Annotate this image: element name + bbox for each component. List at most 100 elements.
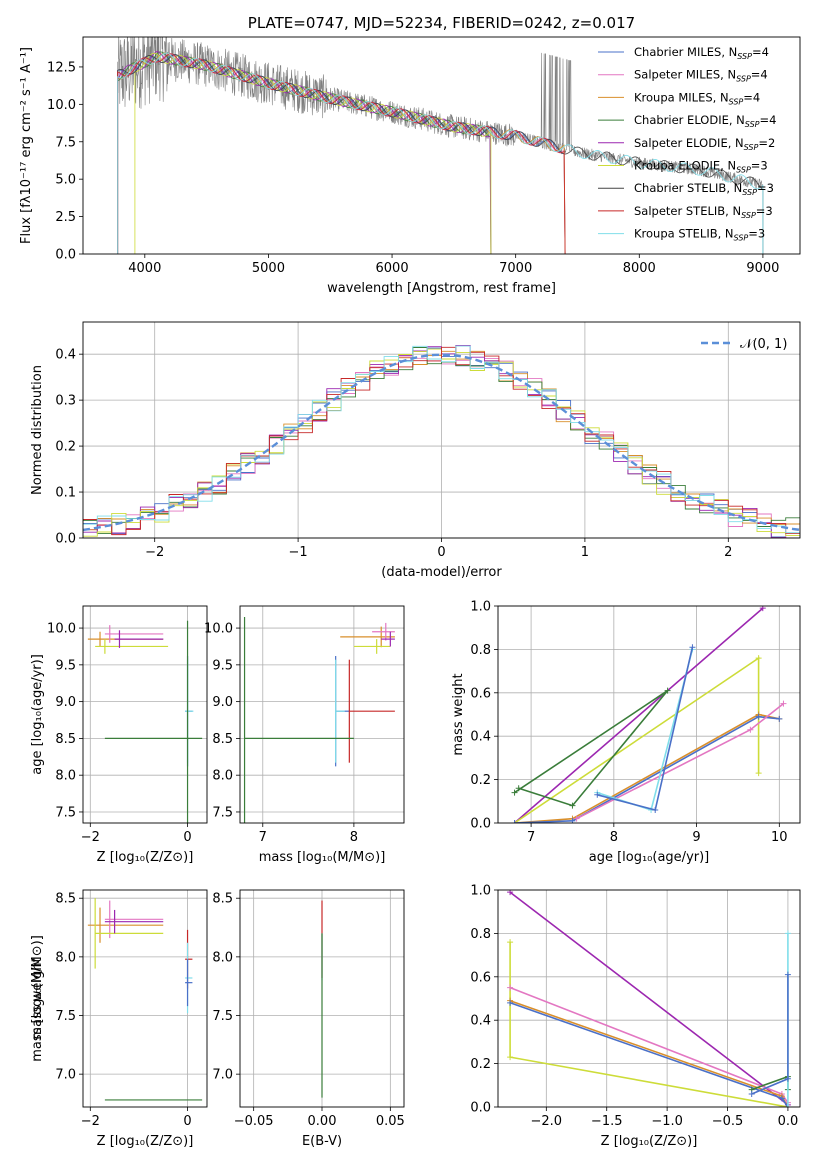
y-tick-label: 8.5 bbox=[212, 732, 233, 747]
x-tick-label: 7 bbox=[259, 830, 267, 845]
x-axis-label: wavelength [Angstrom, rest frame] bbox=[327, 281, 556, 296]
mass-age-plot-area bbox=[243, 617, 395, 823]
x-tick-label: 8 bbox=[350, 830, 358, 845]
x-tick-label: 9 bbox=[692, 830, 700, 845]
legend-entry: Kroupa ELODIE, NSSP=3 bbox=[634, 159, 768, 175]
weight-marker bbox=[515, 785, 522, 792]
weight-line bbox=[751, 1075, 789, 1091]
y-tick-label: 0.3 bbox=[55, 394, 76, 409]
weight-marker bbox=[594, 791, 601, 798]
y-tick-label: 0.0 bbox=[470, 817, 491, 832]
legend-entry: Kroupa MILES, NSSP=4 bbox=[634, 90, 760, 106]
axes-frame bbox=[239, 889, 405, 1108]
residuals-plot-area bbox=[83, 344, 800, 538]
model-spectrum-line bbox=[117, 54, 764, 254]
y-tick-label: 0.0 bbox=[470, 1101, 491, 1116]
weight-line bbox=[751, 974, 789, 1095]
weight-marker bbox=[748, 1090, 755, 1097]
legend-entry: 𝒩(0, 1) bbox=[740, 337, 787, 352]
x-tick-label: −0.5 bbox=[712, 1114, 744, 1129]
x-tick-label: −1.0 bbox=[651, 1114, 683, 1129]
weight-marker bbox=[689, 644, 696, 651]
y-tick-label: 2.5 bbox=[55, 210, 76, 225]
y-tick-label: 0.1 bbox=[55, 486, 76, 501]
y-axis-label: Normed distribution bbox=[30, 365, 45, 495]
z-age-plot-area bbox=[87, 620, 203, 823]
y-axis-label: Flux [fλ10⁻¹⁷ erg cm⁻² s⁻¹ A⁻¹] bbox=[19, 47, 34, 244]
x-tick-label: 6000 bbox=[376, 261, 409, 276]
weight-marker bbox=[507, 984, 514, 991]
weight-line bbox=[509, 1002, 789, 1107]
model-spectrum-line bbox=[117, 53, 566, 254]
x-axis-label: (data-model)/error bbox=[381, 565, 502, 580]
y-tick-label: 12.5 bbox=[47, 60, 76, 75]
weight-line bbox=[597, 649, 694, 812]
y-tick-label: 1.0 bbox=[470, 600, 491, 615]
x-tick-label: 0.05 bbox=[376, 1114, 405, 1129]
y-tick-label: 10.0 bbox=[204, 622, 233, 637]
y-tick-label: 0.4 bbox=[470, 1014, 491, 1029]
axes-frame bbox=[497, 889, 801, 1108]
y-axis-label: mass [log₁₀(M/M⊙)] bbox=[30, 935, 45, 1062]
legend-entry: Kroupa STELIB, NSSP=3 bbox=[634, 227, 765, 243]
weight-marker bbox=[569, 802, 576, 809]
weight-marker bbox=[507, 939, 514, 946]
weight-marker bbox=[755, 713, 762, 720]
y-tick-label: 8.0 bbox=[212, 950, 233, 965]
x-tick-label: −1.5 bbox=[591, 1114, 623, 1129]
y-tick-label: 0.4 bbox=[470, 730, 491, 745]
y-tick-label: 0.2 bbox=[470, 1057, 491, 1072]
y-tick-label: 9.5 bbox=[55, 658, 76, 673]
y-tick-label: 0.4 bbox=[55, 348, 76, 363]
model-spectrum-line bbox=[117, 52, 566, 254]
y-axis-label: mass weight bbox=[30, 957, 45, 1039]
x-tick-label: 0.00 bbox=[308, 1114, 337, 1129]
x-tick-label: 0 bbox=[437, 545, 445, 560]
legend-entry: Salpeter STELIB, NSSP=3 bbox=[634, 204, 773, 220]
weight-marker bbox=[776, 715, 783, 722]
residual-histogram bbox=[83, 345, 800, 538]
x-tick-label: 7000 bbox=[499, 261, 532, 276]
weight-line bbox=[514, 715, 780, 823]
model-spectrum-line bbox=[117, 52, 764, 254]
normal-curve bbox=[83, 353, 800, 532]
y-tick-label: 7.5 bbox=[55, 135, 76, 150]
axes-frame bbox=[82, 36, 801, 255]
y-tick-label: 7.5 bbox=[212, 1009, 233, 1024]
x-tick-label: 2 bbox=[724, 545, 732, 560]
x-axis-label: Z [log₁₀(Z/Z⊙)] bbox=[97, 1134, 194, 1149]
chart-title: PLATE=0747, MJD=52234, FIBERID=0242, z=0… bbox=[248, 14, 635, 32]
legend-entry: Chabrier MILES, NSSP=4 bbox=[634, 45, 769, 61]
z-mass-plot-area bbox=[87, 898, 203, 1101]
weight-line bbox=[513, 607, 764, 823]
y-tick-label: 8.5 bbox=[212, 892, 233, 907]
legend-entry: Salpeter ELODIE, NSSP=2 bbox=[634, 136, 775, 152]
weight-line bbox=[514, 713, 780, 823]
x-axis-label: age [log₁₀(age/yr)] bbox=[589, 850, 710, 865]
weight-marker bbox=[784, 1104, 791, 1107]
z-weight-plot-area bbox=[507, 890, 791, 1107]
axes-frame bbox=[82, 321, 801, 539]
y-tick-label: 8.0 bbox=[55, 950, 76, 965]
x-tick-label: 5000 bbox=[252, 261, 285, 276]
y-tick-label: 0.2 bbox=[55, 440, 76, 455]
y-tick-label: 0.6 bbox=[470, 970, 491, 985]
y-axis-label: mass weight bbox=[451, 673, 466, 755]
weight-marker bbox=[780, 700, 787, 707]
x-axis-label: Z [log₁₀(Z/Z⊙)] bbox=[97, 850, 194, 865]
x-tick-label: −2 bbox=[81, 830, 100, 845]
x-tick-label: −2.0 bbox=[531, 1114, 563, 1129]
y-tick-label: 9.0 bbox=[55, 695, 76, 710]
x-tick-label: 4000 bbox=[128, 261, 161, 276]
x-axis-label: Z [log₁₀(Z/Z⊙)] bbox=[601, 1134, 698, 1149]
x-axis-label: E(B-V) bbox=[302, 1134, 342, 1149]
y-tick-label: 0.8 bbox=[470, 927, 491, 942]
legend-entry: Chabrier ELODIE, NSSP=4 bbox=[634, 113, 776, 129]
y-tick-label: 9.5 bbox=[212, 658, 233, 673]
y-tick-label: 9.0 bbox=[212, 695, 233, 710]
weight-marker bbox=[784, 1075, 791, 1082]
x-tick-label: 7 bbox=[527, 830, 535, 845]
y-tick-label: 7.0 bbox=[212, 1068, 233, 1083]
spectrum-plot-area bbox=[117, 37, 764, 254]
y-tick-label: 8.0 bbox=[55, 769, 76, 784]
